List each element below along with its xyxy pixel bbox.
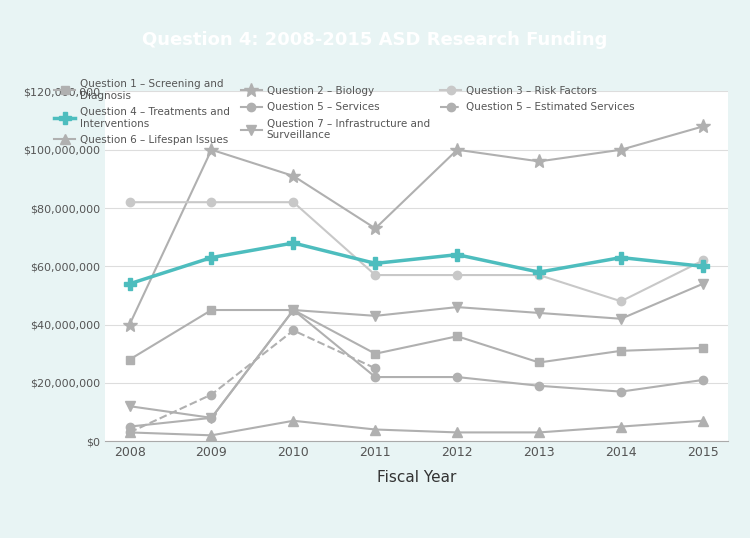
X-axis label: Fiscal Year: Fiscal Year <box>376 470 456 485</box>
Legend: Question 1 – Screening and
Diagnosis, Question 4 – Treatments and
Interventions,: Question 1 – Screening and Diagnosis, Qu… <box>50 75 639 149</box>
Text: Question 4: 2008-2015 ASD Research Funding: Question 4: 2008-2015 ASD Research Fundi… <box>142 31 608 49</box>
